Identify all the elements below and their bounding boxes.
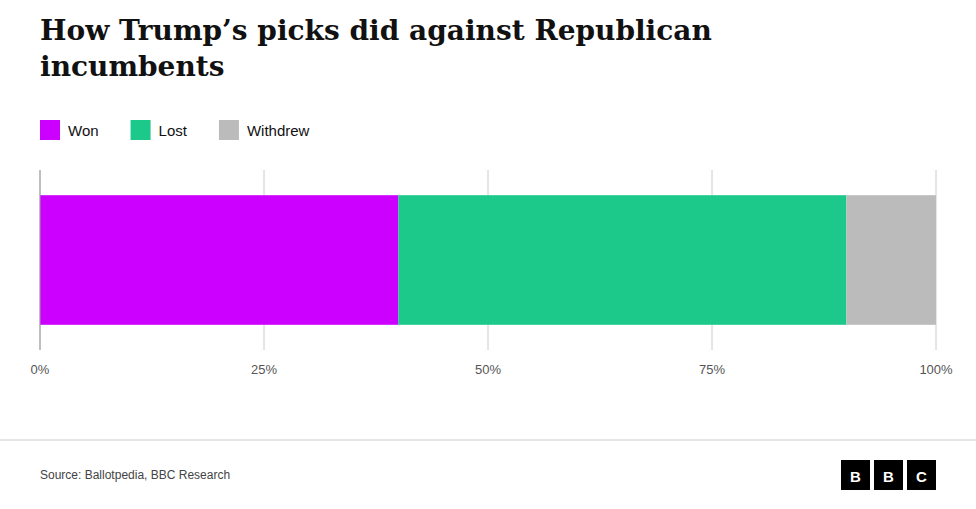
legend-label: Lost <box>159 122 188 139</box>
legend-label: Withdrew <box>247 122 310 139</box>
legend-swatch <box>131 120 151 140</box>
legend-label: Won <box>68 122 99 139</box>
axis-line <box>40 170 41 350</box>
title: How Trump’s picks did against Republican <box>40 14 712 47</box>
logo-box <box>907 460 936 490</box>
logo-box <box>841 460 870 490</box>
tick-label: 75% <box>699 362 725 377</box>
separator <box>0 440 976 441</box>
bar-segment <box>398 195 846 325</box>
tick-label: 0% <box>31 362 50 377</box>
grid-line <box>40 170 41 350</box>
legend-swatch <box>219 120 239 140</box>
logo-box <box>874 460 903 490</box>
legend: Won Lost Withdrew <box>40 120 310 140</box>
logo: BBC <box>841 460 936 490</box>
bars <box>40 195 936 325</box>
bar-segment <box>40 195 398 325</box>
logo-text: BBC <box>850 468 927 485</box>
source: Source: Ballotpedia, BBC Research <box>40 468 230 482</box>
tick-label: 50% <box>475 362 501 377</box>
grid <box>40 170 936 350</box>
legend-swatch <box>40 120 60 140</box>
tick-label: 25% <box>251 362 277 377</box>
title: incumbents <box>40 50 224 83</box>
bar-segment <box>846 195 936 325</box>
chart-container: How Trump’s picks did against Republican… <box>0 0 976 509</box>
tick-label: 100% <box>919 362 953 377</box>
chart: How Trump’s picks did against Republican… <box>0 0 976 509</box>
